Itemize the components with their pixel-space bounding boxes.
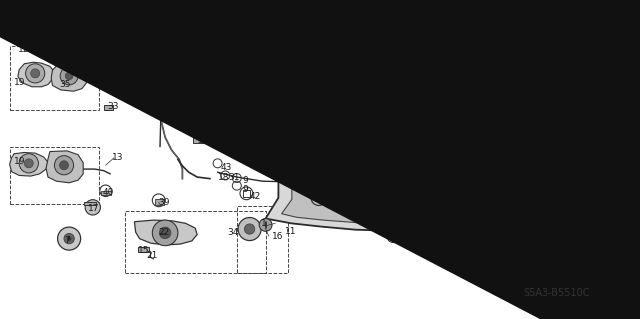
Polygon shape: [134, 220, 197, 245]
Text: 9: 9: [242, 185, 248, 194]
Text: S5A3-B5510C: S5A3-B5510C: [524, 288, 590, 299]
Text: 39: 39: [159, 198, 170, 207]
Text: 31: 31: [228, 173, 240, 182]
Polygon shape: [317, 174, 448, 195]
Bar: [237, 206, 288, 273]
Text: 30: 30: [394, 233, 406, 242]
Polygon shape: [460, 41, 498, 66]
Bar: [101, 191, 111, 195]
Bar: [155, 199, 164, 205]
Bar: [206, 22, 216, 28]
Text: 17: 17: [88, 204, 100, 213]
Circle shape: [431, 39, 446, 55]
Text: 5: 5: [239, 149, 245, 158]
Circle shape: [259, 219, 272, 231]
Circle shape: [58, 227, 81, 250]
Text: 16: 16: [272, 232, 284, 241]
Polygon shape: [467, 72, 498, 93]
Bar: [212, 18, 223, 23]
Text: 41: 41: [506, 96, 517, 105]
Polygon shape: [18, 62, 54, 87]
Polygon shape: [282, 104, 521, 224]
Text: 40: 40: [102, 189, 114, 197]
Text: 9: 9: [242, 176, 248, 185]
Circle shape: [60, 67, 78, 85]
Text: 28: 28: [458, 40, 469, 49]
Bar: [348, 22, 358, 29]
Circle shape: [31, 69, 40, 78]
Text: 25: 25: [334, 74, 346, 83]
Text: 2: 2: [291, 144, 297, 153]
Text: 19: 19: [14, 157, 26, 166]
Circle shape: [60, 161, 68, 170]
Text: 18: 18: [218, 173, 229, 182]
Bar: [10, 147, 99, 204]
Circle shape: [85, 200, 100, 215]
Text: 20: 20: [422, 131, 434, 140]
Polygon shape: [10, 152, 48, 176]
Text: 8: 8: [396, 179, 401, 188]
Circle shape: [238, 218, 261, 241]
Bar: [138, 247, 149, 252]
Text: 32: 32: [351, 13, 362, 22]
Text: 11: 11: [285, 227, 296, 236]
Bar: [172, 104, 180, 109]
Polygon shape: [266, 94, 534, 231]
Circle shape: [19, 154, 38, 173]
Circle shape: [152, 220, 178, 246]
Bar: [180, 27, 191, 33]
Circle shape: [232, 142, 242, 152]
Text: 13: 13: [112, 153, 124, 162]
Text: 42: 42: [250, 192, 261, 201]
Bar: [243, 190, 250, 197]
Bar: [125, 211, 266, 273]
Text: 1: 1: [261, 219, 267, 228]
Text: 7: 7: [64, 236, 70, 245]
Text: 19: 19: [14, 78, 26, 87]
Polygon shape: [46, 151, 83, 183]
Text: 34: 34: [227, 228, 239, 237]
Bar: [195, 100, 204, 107]
Text: 35: 35: [59, 80, 70, 89]
Bar: [10, 46, 99, 110]
Text: 26: 26: [241, 13, 253, 22]
Text: 12: 12: [18, 45, 29, 54]
Bar: [324, 74, 338, 82]
Text: 37: 37: [203, 99, 214, 108]
Bar: [104, 105, 113, 110]
Bar: [84, 202, 96, 205]
Text: 6: 6: [220, 13, 225, 22]
Circle shape: [26, 64, 45, 83]
Circle shape: [244, 224, 255, 234]
Polygon shape: [51, 63, 86, 91]
Text: 29: 29: [416, 160, 428, 169]
Text: 4: 4: [445, 176, 451, 185]
Bar: [193, 137, 204, 143]
Circle shape: [67, 237, 71, 241]
Circle shape: [54, 156, 74, 175]
Circle shape: [64, 234, 74, 244]
Text: 23: 23: [275, 50, 287, 59]
Text: 3: 3: [445, 169, 451, 178]
Text: 27: 27: [485, 88, 497, 97]
Text: 36: 36: [178, 102, 189, 111]
Text: 43: 43: [221, 163, 232, 172]
Text: 33: 33: [108, 102, 119, 111]
Circle shape: [65, 72, 73, 80]
Text: 38: 38: [197, 136, 209, 145]
Text: 22: 22: [159, 228, 170, 237]
Text: 15: 15: [138, 246, 149, 255]
Text: 21: 21: [146, 251, 157, 260]
Text: 24: 24: [392, 120, 403, 129]
Circle shape: [24, 159, 33, 168]
Circle shape: [159, 227, 171, 239]
Text: 10: 10: [323, 195, 334, 204]
